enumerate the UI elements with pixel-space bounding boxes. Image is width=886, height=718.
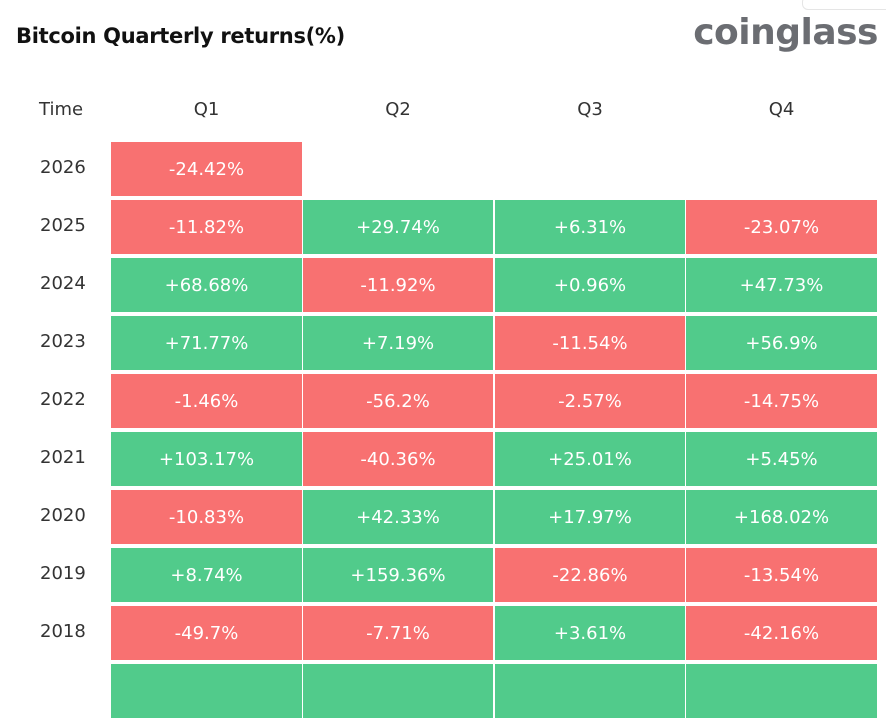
coinglass-logo: coinglass <box>693 12 878 53</box>
return-cell-cut-off <box>495 664 685 718</box>
return-cell: +168.02% <box>686 490 877 544</box>
header-q4: Q4 <box>768 99 795 120</box>
return-cell: +3.61% <box>495 606 685 660</box>
return-cell: -11.82% <box>111 200 302 254</box>
return-cell: +25.01% <box>495 432 685 486</box>
year-label: 2021 <box>40 447 86 468</box>
year-label: 2020 <box>40 505 86 526</box>
return-cell: +71.77% <box>111 316 302 370</box>
return-cell: -11.54% <box>495 316 685 370</box>
return-cell: +47.73% <box>686 258 877 312</box>
return-cell: +56.9% <box>686 316 877 370</box>
return-cell: +5.45% <box>686 432 877 486</box>
top-frame-edge <box>802 0 886 10</box>
return-cell: +8.74% <box>111 548 302 602</box>
return-cell: +42.33% <box>303 490 493 544</box>
return-cell: +6.31% <box>495 200 685 254</box>
return-cell: +0.96% <box>495 258 685 312</box>
return-cell: -10.83% <box>111 490 302 544</box>
return-cell-cut-off <box>303 664 493 718</box>
year-label: 2019 <box>40 563 86 584</box>
return-cell: +68.68% <box>111 258 302 312</box>
chart-title: Bitcoin Quarterly returns(%) <box>16 24 345 48</box>
year-label: 2025 <box>40 215 86 236</box>
return-cell: -11.92% <box>303 258 493 312</box>
return-cell: +103.17% <box>111 432 302 486</box>
year-label: 2023 <box>40 331 86 352</box>
year-label: 2018 <box>40 621 86 642</box>
return-cell: -13.54% <box>686 548 877 602</box>
year-label: 2022 <box>40 389 86 410</box>
return-cell: -2.57% <box>495 374 685 428</box>
header-time: Time <box>39 99 84 120</box>
header-q1: Q1 <box>193 99 220 120</box>
return-cell: +159.36% <box>303 548 493 602</box>
return-cell: +29.74% <box>303 200 493 254</box>
year-label: 2024 <box>40 273 86 294</box>
return-cell: -42.16% <box>686 606 877 660</box>
return-cell-cut-off <box>686 664 877 718</box>
return-cell: -1.46% <box>111 374 302 428</box>
year-label: 2026 <box>40 157 86 178</box>
return-cell: -49.7% <box>111 606 302 660</box>
return-cell: -56.2% <box>303 374 493 428</box>
header-q2: Q2 <box>385 99 411 120</box>
header-q3: Q3 <box>577 99 603 120</box>
return-cell: -23.07% <box>686 200 877 254</box>
return-cell: -40.36% <box>303 432 493 486</box>
return-cell-cut-off <box>111 664 302 718</box>
return-cell: -22.86% <box>495 548 685 602</box>
return-cell: +17.97% <box>495 490 685 544</box>
return-cell: +7.19% <box>303 316 493 370</box>
return-cell: -14.75% <box>686 374 877 428</box>
return-cell: -7.71% <box>303 606 493 660</box>
return-cell: -24.42% <box>111 142 302 196</box>
